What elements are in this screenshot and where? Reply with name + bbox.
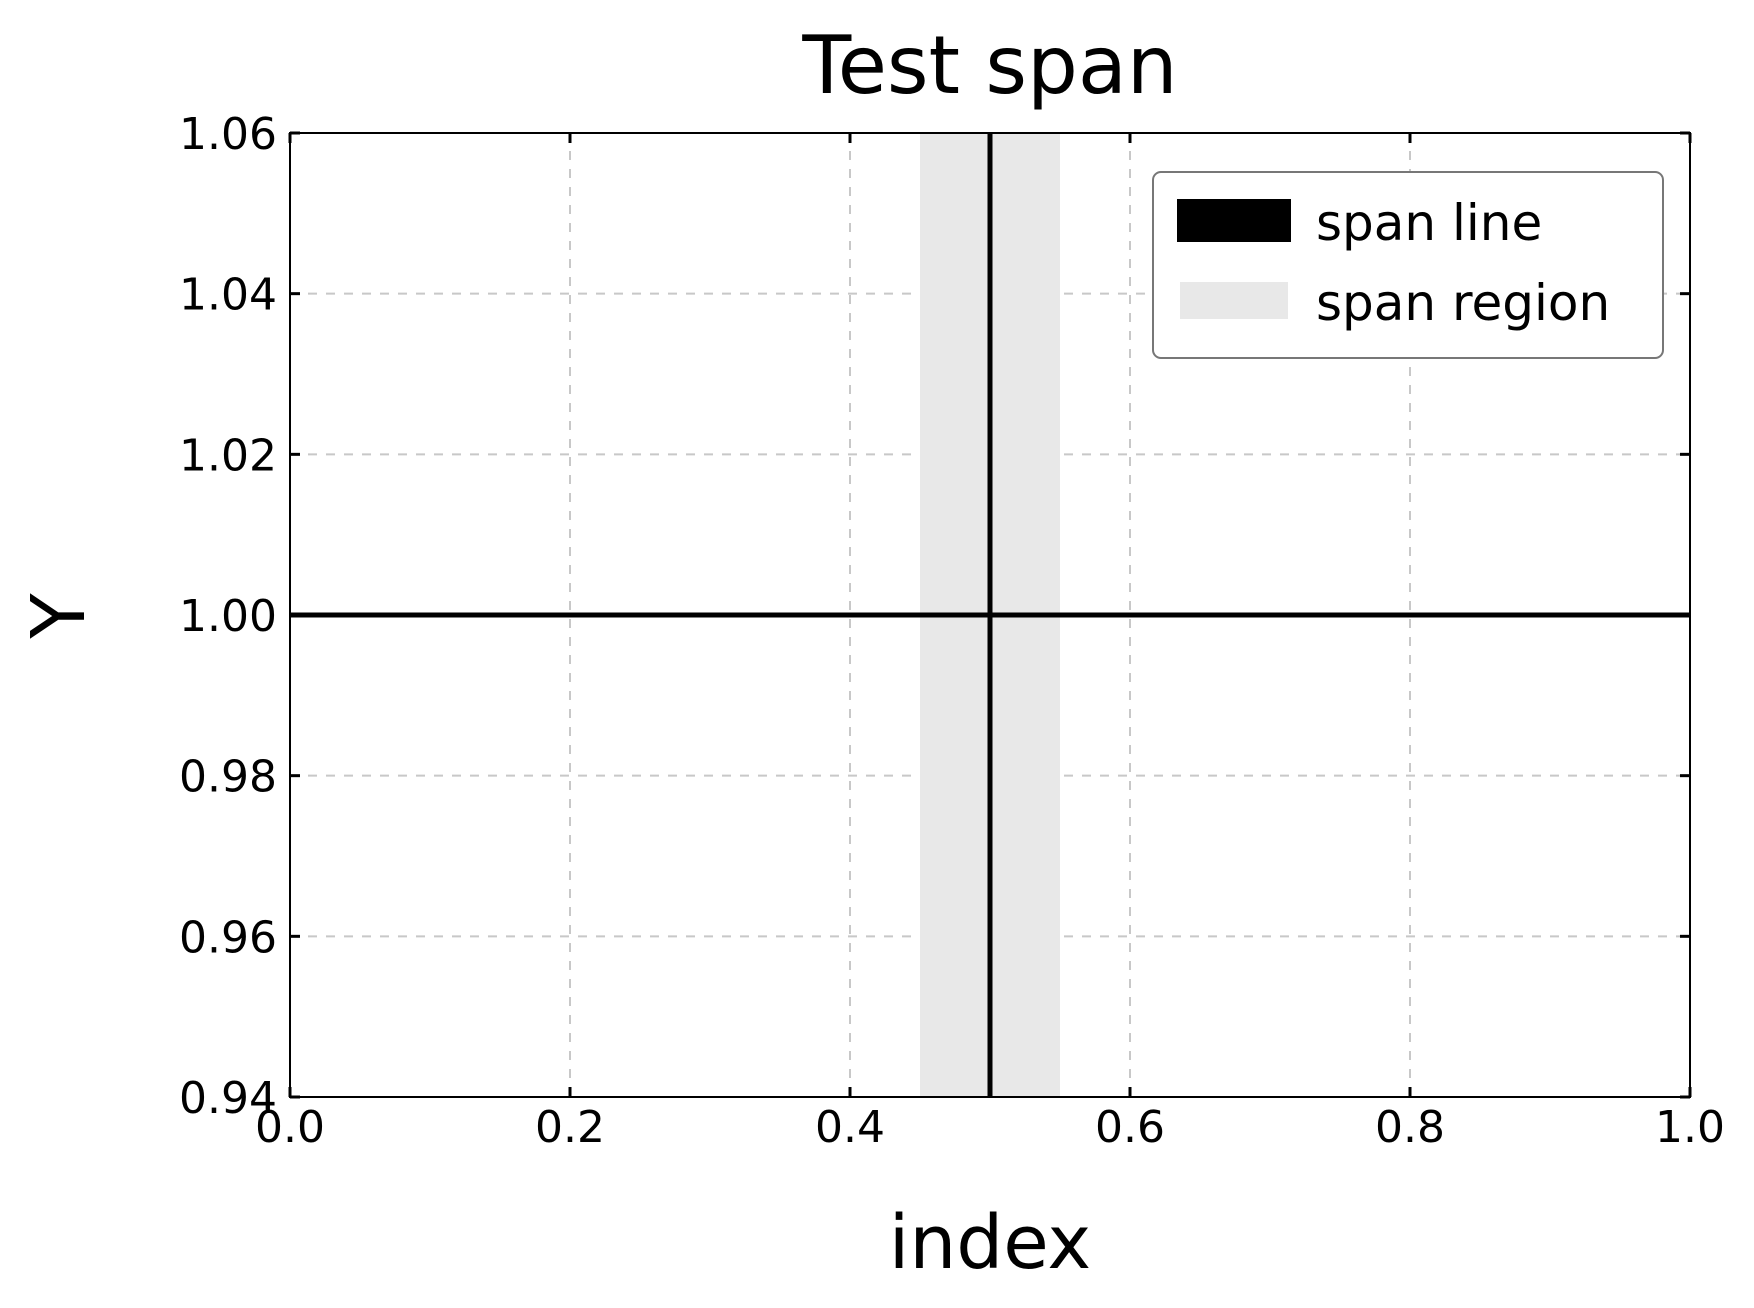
y-tick-label: 0.94 [179,1073,277,1124]
legend-swatch-span-line [1177,199,1291,242]
x-axis-label: index [889,1200,1091,1286]
x-tick-label: 0.8 [1375,1102,1445,1153]
y-tick-labels: 0.94 0.96 0.98 1.00 1.02 1.04 1.06 [179,109,277,1124]
y-axis-label: Y [16,593,102,640]
ticks [288,131,1692,1099]
x-tick-label: 0.2 [535,1102,605,1153]
legend-label-span-line: span line [1316,194,1542,252]
y-tick-label: 1.02 [179,430,277,481]
y-tick-label: 0.96 [179,912,277,963]
x-tick-label: 1.0 [1655,1102,1725,1153]
chart-title: Test span [801,19,1177,112]
y-tick-label: 1.04 [179,270,277,321]
x-tick-label: 0.0 [255,1102,325,1153]
x-tick-label: 0.6 [1095,1102,1165,1153]
y-tick-label: 0.98 [179,752,277,803]
x-tick-labels: 0.0 0.2 0.4 0.6 0.8 1.0 [255,1102,1725,1153]
legend: span line span region [1152,171,1664,359]
x-tick-label: 0.4 [815,1102,885,1153]
y-tick-label: 1.00 [179,591,277,642]
legend-label-span-region: span region [1316,274,1610,332]
legend-swatch-span-region [1180,282,1288,319]
span-lines [290,133,1690,1097]
y-tick-label: 1.06 [179,109,277,160]
